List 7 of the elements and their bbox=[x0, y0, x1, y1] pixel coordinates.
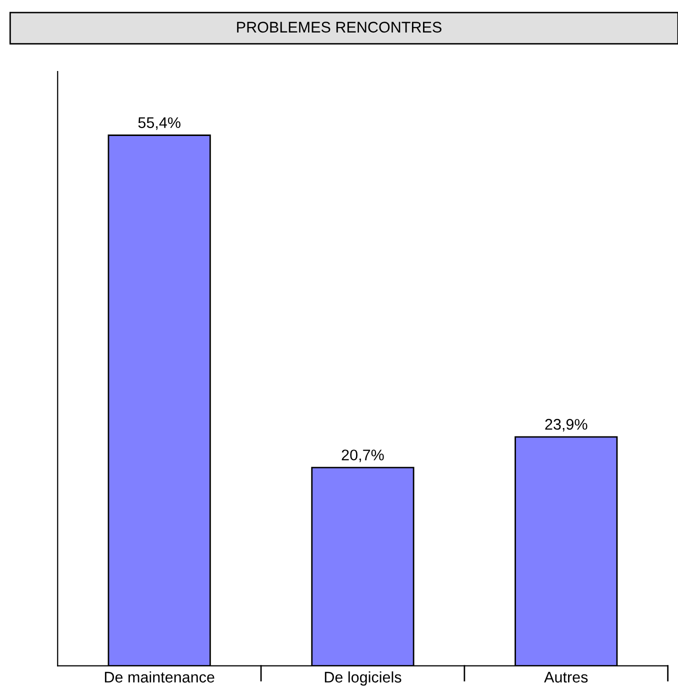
x-tick-label: De maintenance bbox=[104, 671, 214, 683]
x-tick-label: De logiciels bbox=[324, 671, 402, 686]
data-label: 55,4% bbox=[138, 117, 180, 130]
data-label: 23,9% bbox=[545, 418, 588, 432]
data-label: 20,7% bbox=[342, 450, 384, 462]
x-tick-label: Autres bbox=[544, 672, 588, 683]
chart-title: PROBLEMES RENCONTRES bbox=[237, 22, 442, 33]
